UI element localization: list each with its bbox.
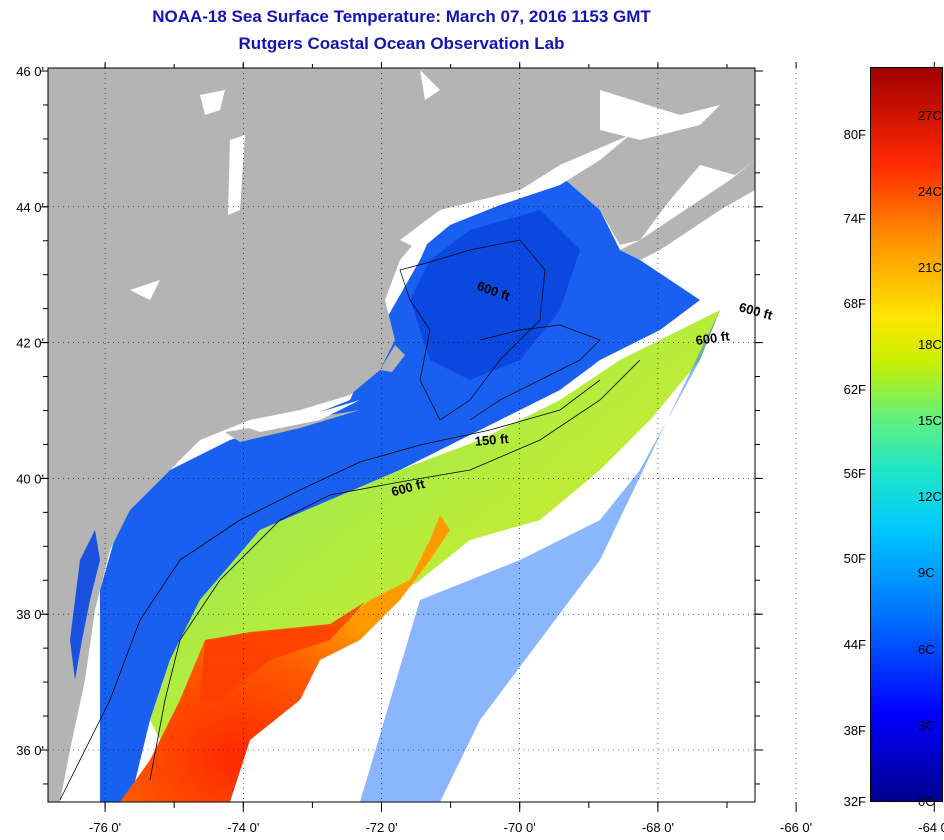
lon-tick-label: -66 0' <box>780 820 812 835</box>
offshore-swath <box>360 310 720 802</box>
lon-tick-label: -72 0' <box>365 820 397 835</box>
colorbar-fahrenheit-label: 68F <box>843 295 866 311</box>
contour-600ft <box>149 359 641 781</box>
land-mass <box>48 68 755 802</box>
nova-scotia <box>620 160 755 260</box>
colorbar-fahrenheit-label: 44F <box>843 636 866 652</box>
colorbar-fahrenheit-label: 74F <box>843 211 866 227</box>
colorbar-celsius-label: 24C <box>918 183 942 199</box>
map-frame <box>47 67 756 803</box>
depth-contour-label: 600 ft <box>695 328 731 348</box>
colorbar-celsius-label: 12C <box>918 488 942 504</box>
long-island <box>225 410 360 442</box>
map-frame-content <box>48 68 755 802</box>
contour-150ft <box>59 379 601 801</box>
colorbar-celsius-label: 27C <box>918 108 942 124</box>
colorbar-fahrenheit-label: 32F <box>843 794 866 809</box>
contour-georges-bank <box>469 324 601 421</box>
lat-tick-label: 36 0' <box>16 743 44 758</box>
delmarva-bays <box>70 530 100 680</box>
colorbar-fahrenheit-label: 80F <box>843 127 866 143</box>
temperature-colorbar <box>870 67 943 802</box>
lat-tick-label: 40 0' <box>16 471 44 486</box>
gulf-stream <box>120 515 450 802</box>
colorbar-celsius-label: 3C <box>918 718 935 734</box>
colorbar-celsius-label: 21C <box>918 260 942 276</box>
colorbar-celsius-label: 18C <box>918 336 942 352</box>
colorbar-fahrenheit-label: 50F <box>843 550 866 566</box>
colorbar-celsius-label: 0C <box>918 794 935 809</box>
colorbar-celsius-label: 15C <box>918 413 942 429</box>
lon-tick-label: -74 0' <box>227 820 259 835</box>
lon-tick-label: -76 0' <box>89 820 121 835</box>
lat-tick-label: 42 0' <box>16 336 44 351</box>
lat-tick-label: 46 0' <box>16 64 44 79</box>
depth-contour-label: 150 ft <box>474 431 510 449</box>
colorbar-fahrenheit-label: 38F <box>843 722 866 738</box>
lat-tick-label: 44 0' <box>16 200 44 215</box>
shelf-water <box>100 175 700 802</box>
colorbar-fahrenheit-label: 62F <box>843 381 866 397</box>
coastal-cloud-band <box>240 135 630 432</box>
lon-tick-label: -64 0' <box>918 820 944 835</box>
colorbar-fahrenheit-label: 56F <box>843 466 866 482</box>
cape-cod <box>380 345 405 372</box>
lon-tick-label: -70 0' <box>504 820 536 835</box>
map-title: NOAA-18 Sea Surface Temperature: March 0… <box>152 7 651 26</box>
warm-core-streak <box>200 602 365 700</box>
axis-ticks: -76 0' -74 0' -72 0' -70 0' -68 0' -66 0' -64 … <box>16 62 944 835</box>
lat-tick-label: 38 0' <box>16 607 44 622</box>
lon-tick-label: -68 0' <box>642 820 674 835</box>
map-subtitle: Rutgers Coastal Ocean Observation Lab <box>238 34 565 53</box>
gulf-of-maine-deep <box>410 210 580 380</box>
colorbar-celsius-label: 6C <box>918 641 935 657</box>
contour-gulf-of-maine <box>399 239 546 421</box>
colorbar-celsius-label: 9C <box>918 565 935 581</box>
